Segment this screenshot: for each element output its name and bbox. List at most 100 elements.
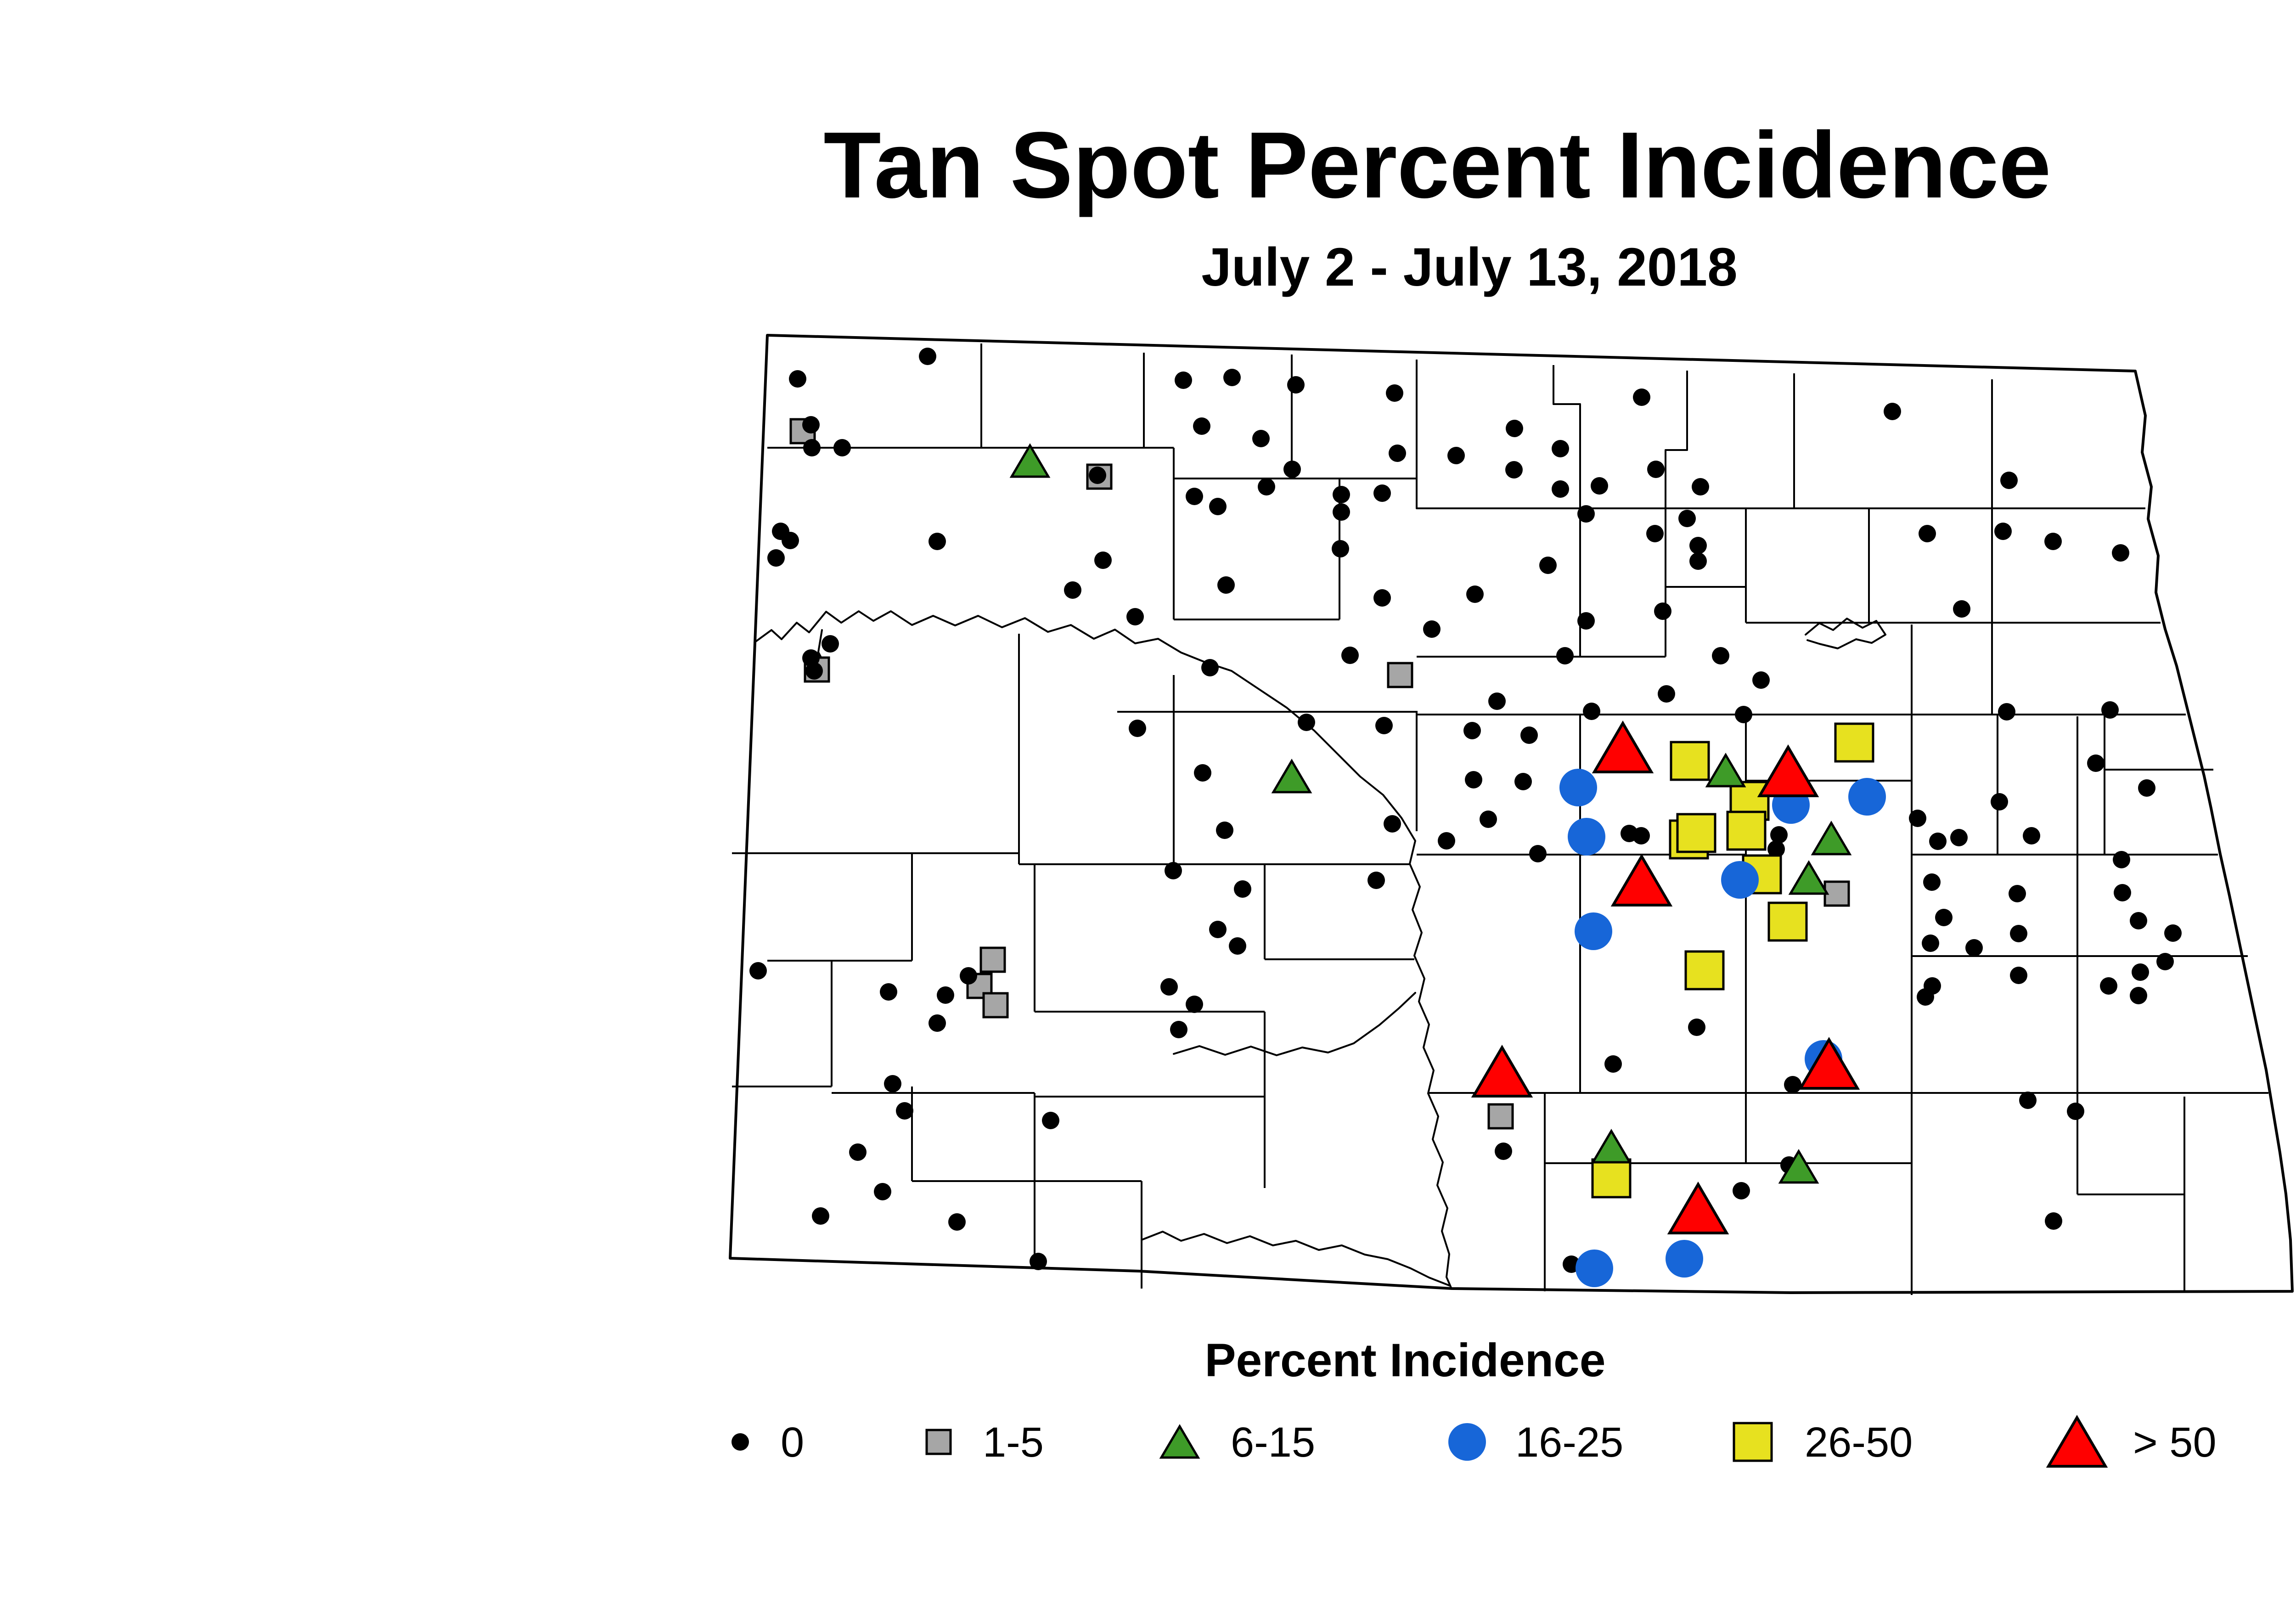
map-point-0: [1923, 873, 1941, 891]
map-point-0: [1935, 909, 1953, 926]
map-point-0: [1712, 647, 1729, 664]
devils-lake: [1805, 618, 1886, 649]
map-point-0: [1922, 934, 1939, 952]
map-point-0: [2019, 1092, 2037, 1109]
map-point-0: [2010, 967, 2027, 984]
map-point-0: [1784, 1076, 1801, 1093]
map-point-0: [782, 532, 799, 549]
map-point-0: [1654, 602, 1671, 620]
map-point-0: [948, 1213, 966, 1231]
map-point-0: [1692, 478, 1709, 495]
map-point-0: [1480, 811, 1497, 828]
map-point-0: [1658, 685, 1675, 703]
map-point-0: [1552, 440, 1569, 457]
map-point-0: [2000, 472, 2018, 489]
map-point-0: [1209, 498, 1227, 515]
map-point-0: [1591, 477, 1608, 495]
map-point-0: [1556, 647, 1574, 664]
map-point-0: [1287, 376, 1305, 394]
state-map: [729, 334, 2294, 1295]
map-point-0: [1186, 996, 1203, 1013]
map-point-0: [1223, 369, 1241, 386]
map-point-0: [896, 1102, 913, 1120]
green-triangle-icon: [1159, 1424, 1200, 1459]
map-point-0: [960, 967, 977, 985]
page-title: Tan Spot Percent Incidence: [823, 113, 2051, 218]
map-point-0: [1953, 600, 1970, 618]
map-point-0: [1367, 872, 1385, 889]
map-point-0: [1064, 581, 1081, 599]
map-point-0: [1186, 488, 1203, 505]
map-point-0: [789, 370, 806, 388]
legend-title: Percent Incidence: [1204, 1334, 1605, 1386]
map-point->50: [1757, 744, 1819, 797]
map-point-0: [803, 439, 821, 456]
map-point-0: [2112, 544, 2129, 562]
map-point-0: [1919, 525, 1936, 542]
map-point-0: [1423, 620, 1441, 638]
map-point-0: [2067, 1103, 2084, 1120]
map-point-0: [767, 549, 785, 567]
map-point-0: [1217, 576, 1235, 594]
map-point-0: [2101, 701, 2119, 719]
map-point-0: [1752, 671, 1770, 689]
map-point-16-25: [1848, 778, 1886, 816]
map-point-0: [1126, 608, 1144, 625]
legend-label-5: > 50: [2133, 1419, 2217, 1466]
map-point-0: [2138, 779, 2155, 797]
map-point-6-15: [1778, 1149, 1819, 1184]
map-points-layer: [749, 348, 2182, 1287]
map-point-0: [1194, 764, 1211, 782]
map-point-0: [2100, 977, 2117, 995]
map-point-0: [1030, 1253, 1047, 1270]
map-point-0: [1495, 1143, 1512, 1160]
map-point-0: [1991, 793, 2008, 811]
map-point-0: [1373, 484, 1391, 502]
map-point-0: [1463, 722, 1481, 739]
map-point-0: [1332, 540, 1349, 557]
map-point->50: [1667, 1182, 1729, 1234]
map-point-0: [749, 962, 767, 980]
map-point-26-50: [1670, 741, 1710, 781]
map-point-0: [1514, 773, 1532, 790]
map-point-0: [1505, 461, 1523, 478]
map-point-1-5: [1823, 880, 1850, 907]
map-point-0: [1577, 505, 1595, 523]
map-point-0: [874, 1183, 891, 1200]
map-point-16-25: [1568, 818, 1605, 856]
map-point-0: [1089, 467, 1106, 484]
map-point-26-50: [1767, 901, 1808, 942]
map-point-6-15: [1788, 860, 1829, 895]
map-point-16-25: [1575, 912, 1612, 950]
map-point-0: [1333, 486, 1350, 503]
map-point-0: [1767, 840, 1785, 858]
map-point-0: [1201, 659, 1219, 676]
map-point-0: [1229, 937, 1246, 955]
map-point-0: [1234, 880, 1251, 898]
map-point-0: [1689, 537, 1707, 554]
map-point-0: [1647, 461, 1665, 478]
map-point-0: [1529, 845, 1547, 862]
map-point-0: [2130, 987, 2147, 1004]
map-point-0: [1252, 430, 1270, 447]
map-point-0: [1583, 703, 1600, 720]
map-point-16-25: [1559, 769, 1597, 806]
map-point-0: [805, 662, 823, 680]
gray-square-icon: [925, 1429, 952, 1455]
map-point-0: [1465, 771, 1482, 788]
map-point-0: [2087, 754, 2105, 772]
legend-label-4: 26-50: [1805, 1419, 1913, 1466]
legend-label-2: 6-15: [1231, 1419, 1315, 1466]
map-point-0: [1552, 480, 1569, 498]
map-point-0: [1688, 1019, 1705, 1036]
map-point-0: [1633, 388, 1650, 406]
heart-river: [1173, 992, 1416, 1056]
map-point-1-5: [982, 992, 1009, 1019]
blue-circle-icon: [1448, 1423, 1486, 1461]
map-point-0: [1094, 552, 1112, 569]
map-point-0: [1735, 706, 1752, 723]
map-point-0: [1965, 939, 1983, 957]
page-subtitle: July 2 - July 13, 2018: [1201, 237, 1738, 298]
map-point-0: [880, 983, 897, 1001]
